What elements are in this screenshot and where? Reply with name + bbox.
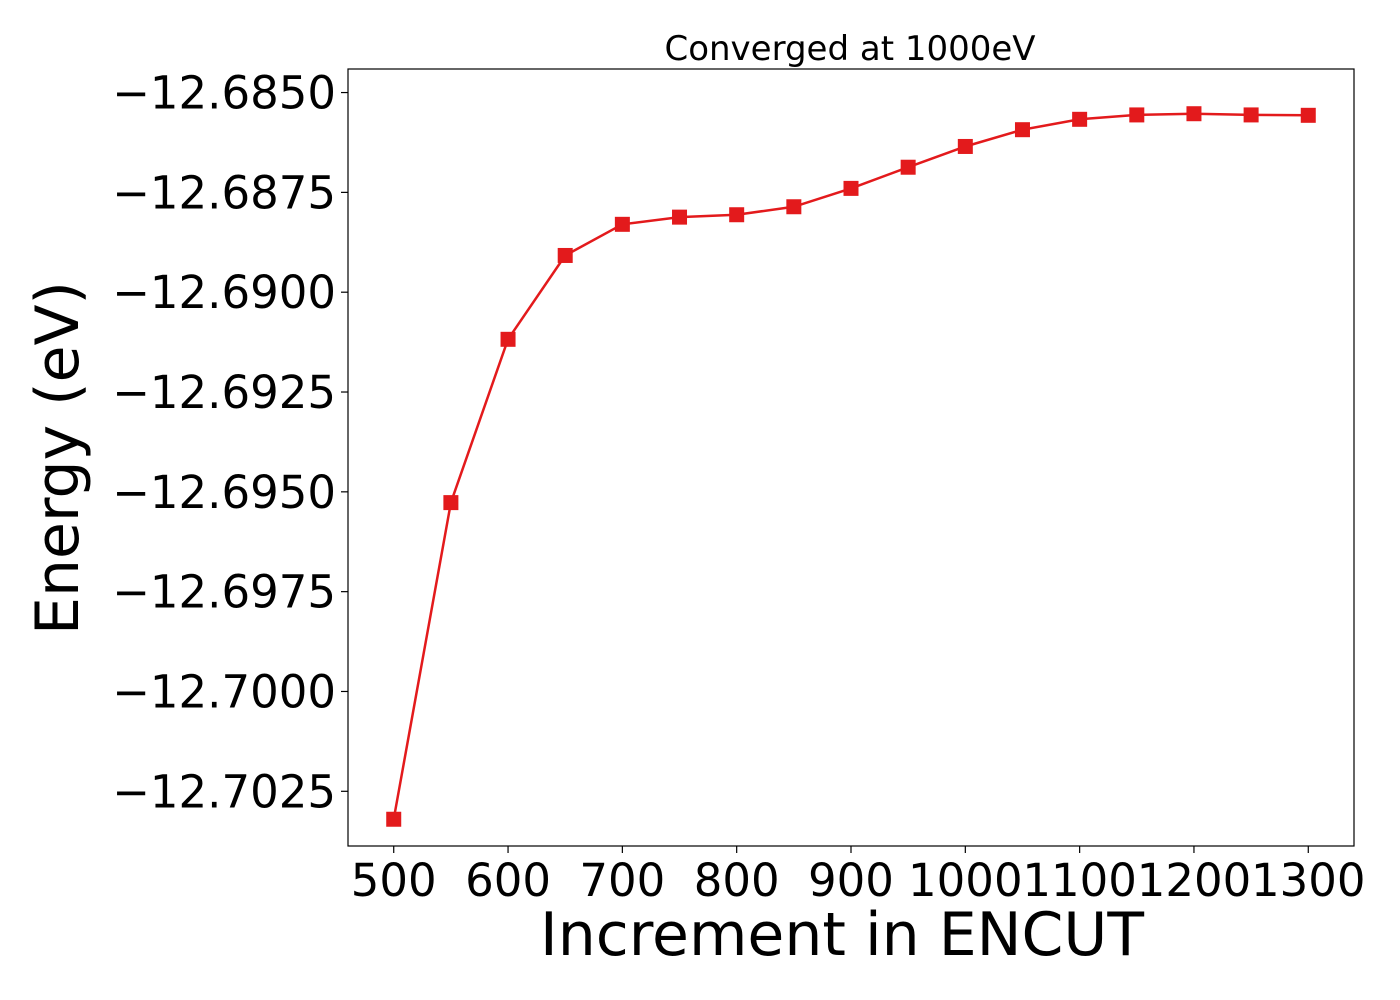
y-tick-label: −12.6900 — [112, 266, 336, 319]
x-tick-label: 600 — [465, 854, 551, 907]
y-tick-label: −12.6975 — [112, 566, 336, 619]
x-tick-label: 1100 — [1022, 854, 1137, 907]
data-point-marker — [900, 159, 916, 175]
data-point-marker — [1186, 106, 1202, 122]
y-tick-label: −12.6850 — [112, 67, 336, 120]
data-point-marker — [1072, 111, 1088, 127]
x-axis: 500 600 700 800 900 1000 1100 1200 1300 — [351, 846, 1366, 907]
series-line — [392, 112, 1309, 820]
y-tick-label: −12.6875 — [112, 166, 336, 219]
data-point-marker — [672, 209, 688, 225]
data-point-marker — [1300, 107, 1316, 123]
y-tick-label: −12.6950 — [112, 466, 336, 519]
y-tick-label: −12.7000 — [112, 665, 336, 718]
x-tick-label: 700 — [579, 854, 665, 907]
data-point-marker — [1129, 107, 1145, 123]
chart-title: Converged at 1000eV — [664, 29, 1035, 69]
x-axis-title: Increment in ENCUT — [540, 900, 1144, 970]
x-tick-label: 800 — [694, 854, 780, 907]
data-point-marker — [443, 495, 459, 511]
y-axis-title: Energy (eV) — [23, 281, 93, 635]
x-tick-label: 1300 — [1251, 854, 1366, 907]
data-point-marker — [614, 216, 630, 232]
data-point-marker — [1014, 122, 1030, 138]
data-point-marker — [1243, 107, 1259, 123]
data-point-marker — [843, 180, 859, 196]
data-point-marker — [729, 207, 745, 223]
x-tick-label: 900 — [808, 854, 894, 907]
data-point-marker — [557, 247, 573, 263]
x-tick-label: 500 — [351, 854, 437, 907]
data-point-marker — [957, 138, 973, 154]
x-tick-label: 1200 — [1137, 854, 1252, 907]
x-tick-label: 1000 — [908, 854, 1023, 907]
y-axis: −12.6850 −12.6875 −12.6900 −12.6925 −12.6950… — [112, 67, 348, 818]
data-point-marker — [786, 199, 802, 215]
y-tick-label: −12.6925 — [112, 366, 336, 419]
y-tick-label: −12.7025 — [112, 765, 336, 818]
data-point-marker — [386, 811, 402, 827]
energy-series — [386, 106, 1316, 827]
data-point-marker — [500, 331, 516, 347]
